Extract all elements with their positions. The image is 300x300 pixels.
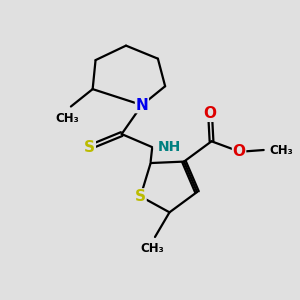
Text: N: N bbox=[136, 98, 148, 112]
Text: O: O bbox=[204, 106, 217, 121]
Text: O: O bbox=[232, 144, 246, 159]
Text: S: S bbox=[84, 140, 95, 154]
Text: CH₃: CH₃ bbox=[140, 242, 164, 255]
Text: CH₃: CH₃ bbox=[56, 112, 79, 125]
Text: CH₃: CH₃ bbox=[269, 143, 293, 157]
Text: NH: NH bbox=[158, 140, 181, 154]
Text: S: S bbox=[135, 189, 146, 204]
